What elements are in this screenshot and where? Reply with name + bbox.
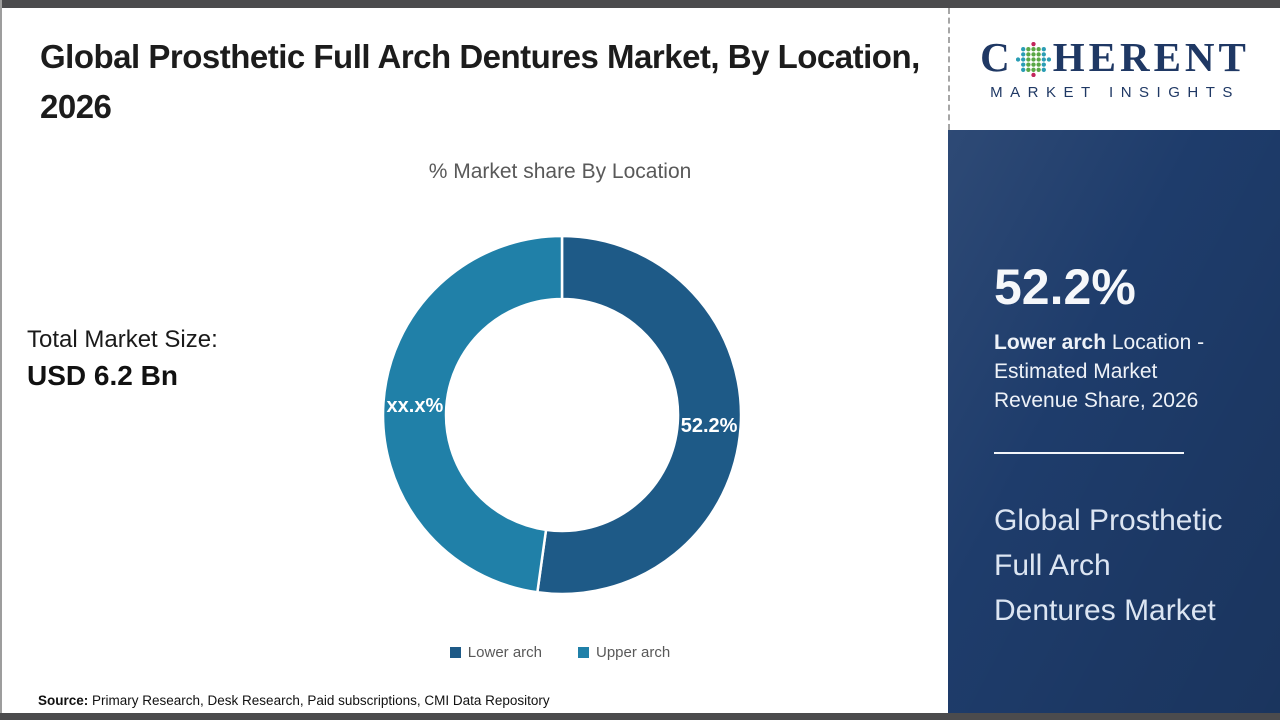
donut-data-label-lower-arch: 52.2% (681, 415, 738, 437)
globe-dot (1025, 47, 1031, 52)
total-market-size-label: Total Market Size: (27, 326, 218, 353)
bottom-border-bar (0, 713, 1280, 720)
globe-dot (1036, 67, 1041, 72)
legend-item-upper-arch: Upper arch (578, 644, 670, 661)
globe-dot (1036, 47, 1041, 52)
source-label: Source: (38, 693, 89, 708)
globe-dot (1031, 47, 1036, 52)
globe-dot (1031, 42, 1036, 47)
highlight-description-rest: Location - Estimated Market Revenue Shar… (994, 331, 1205, 412)
globe-dot (1025, 67, 1031, 72)
panel-divider-line (994, 452, 1184, 454)
legend-label-upper-arch: Upper arch (596, 644, 671, 661)
legend-swatch-upper-arch (578, 647, 589, 658)
highlight-share-description: Lower arch Location - Estimated Market R… (994, 328, 1236, 415)
brand-logo-tagline: MARKET INSIGHTS (990, 84, 1240, 101)
brand-letter-c: C (980, 34, 1014, 80)
globe-dot (1031, 57, 1036, 62)
globe-dot (1036, 52, 1041, 57)
page-title: Global Prosthetic Full Arch Dentures Mar… (40, 38, 920, 126)
top-border-bar (0, 0, 1280, 8)
chart-subtitle: % Market share By Location (428, 160, 692, 183)
globe-dot (1041, 62, 1046, 67)
donut-chart: 52.2% xx.x% (381, 234, 743, 596)
total-market-size-value: USD 6.2 Bn (27, 360, 178, 391)
highlight-panel: 52.2% Lower arch Location - Estimated Ma… (948, 130, 1280, 713)
brand-letters-rest: HERENT (1052, 34, 1250, 80)
globe-dot (1025, 57, 1031, 62)
legend-swatch-lower-arch (449, 647, 461, 658)
globe-dot (1041, 47, 1046, 52)
globe-dot (1046, 57, 1051, 62)
source-attribution: Source: Primary Research, Desk Research,… (38, 693, 550, 708)
globe-dot (1041, 52, 1046, 57)
globe-dot (1020, 57, 1026, 62)
brand-logo: C HERENT MARKET INSIGHTS (948, 8, 1280, 130)
globe-dot (1025, 52, 1031, 57)
globe-dot (1031, 67, 1036, 72)
globe-dot (1036, 57, 1041, 62)
donut-data-label-upper-arch: xx.x% (387, 395, 444, 417)
chart-legend: Lower arch Upper arch (180, 644, 940, 661)
legend-label-lower-arch: Lower arch (467, 644, 542, 661)
globe-dot (1020, 47, 1026, 52)
globe-dot (1031, 72, 1036, 77)
globe-dot (1020, 62, 1026, 67)
globe-dots-icon (1015, 42, 1051, 77)
globe-dot (1031, 62, 1036, 67)
globe-dot (1025, 62, 1031, 67)
donut-segment-upper-arch (381, 234, 564, 594)
globe-dot (1020, 67, 1026, 72)
left-border-line (0, 0, 2, 720)
globe-dot (1041, 67, 1046, 72)
source-text: Primary Research, Desk Research, Paid su… (88, 693, 550, 708)
globe-dot (1020, 52, 1026, 57)
panel-market-name: Global Prosthetic Full Arch Dentures Mar… (994, 504, 1223, 627)
legend-item-lower-arch: Lower arch (449, 644, 542, 661)
total-market-size-block: Total Market Size: USD 6.2 Bn (27, 326, 218, 392)
donut-segment-lower-arch (535, 234, 743, 596)
highlight-share-value: 52.2% (994, 259, 1136, 315)
brand-logo-wordmark: C HERENT (980, 37, 1250, 78)
globe-dot (1041, 57, 1046, 62)
highlight-segment-name: Lower arch (994, 331, 1107, 354)
globe-dot (1031, 52, 1036, 57)
globe-dot (1036, 62, 1041, 67)
globe-dot (1015, 57, 1020, 62)
